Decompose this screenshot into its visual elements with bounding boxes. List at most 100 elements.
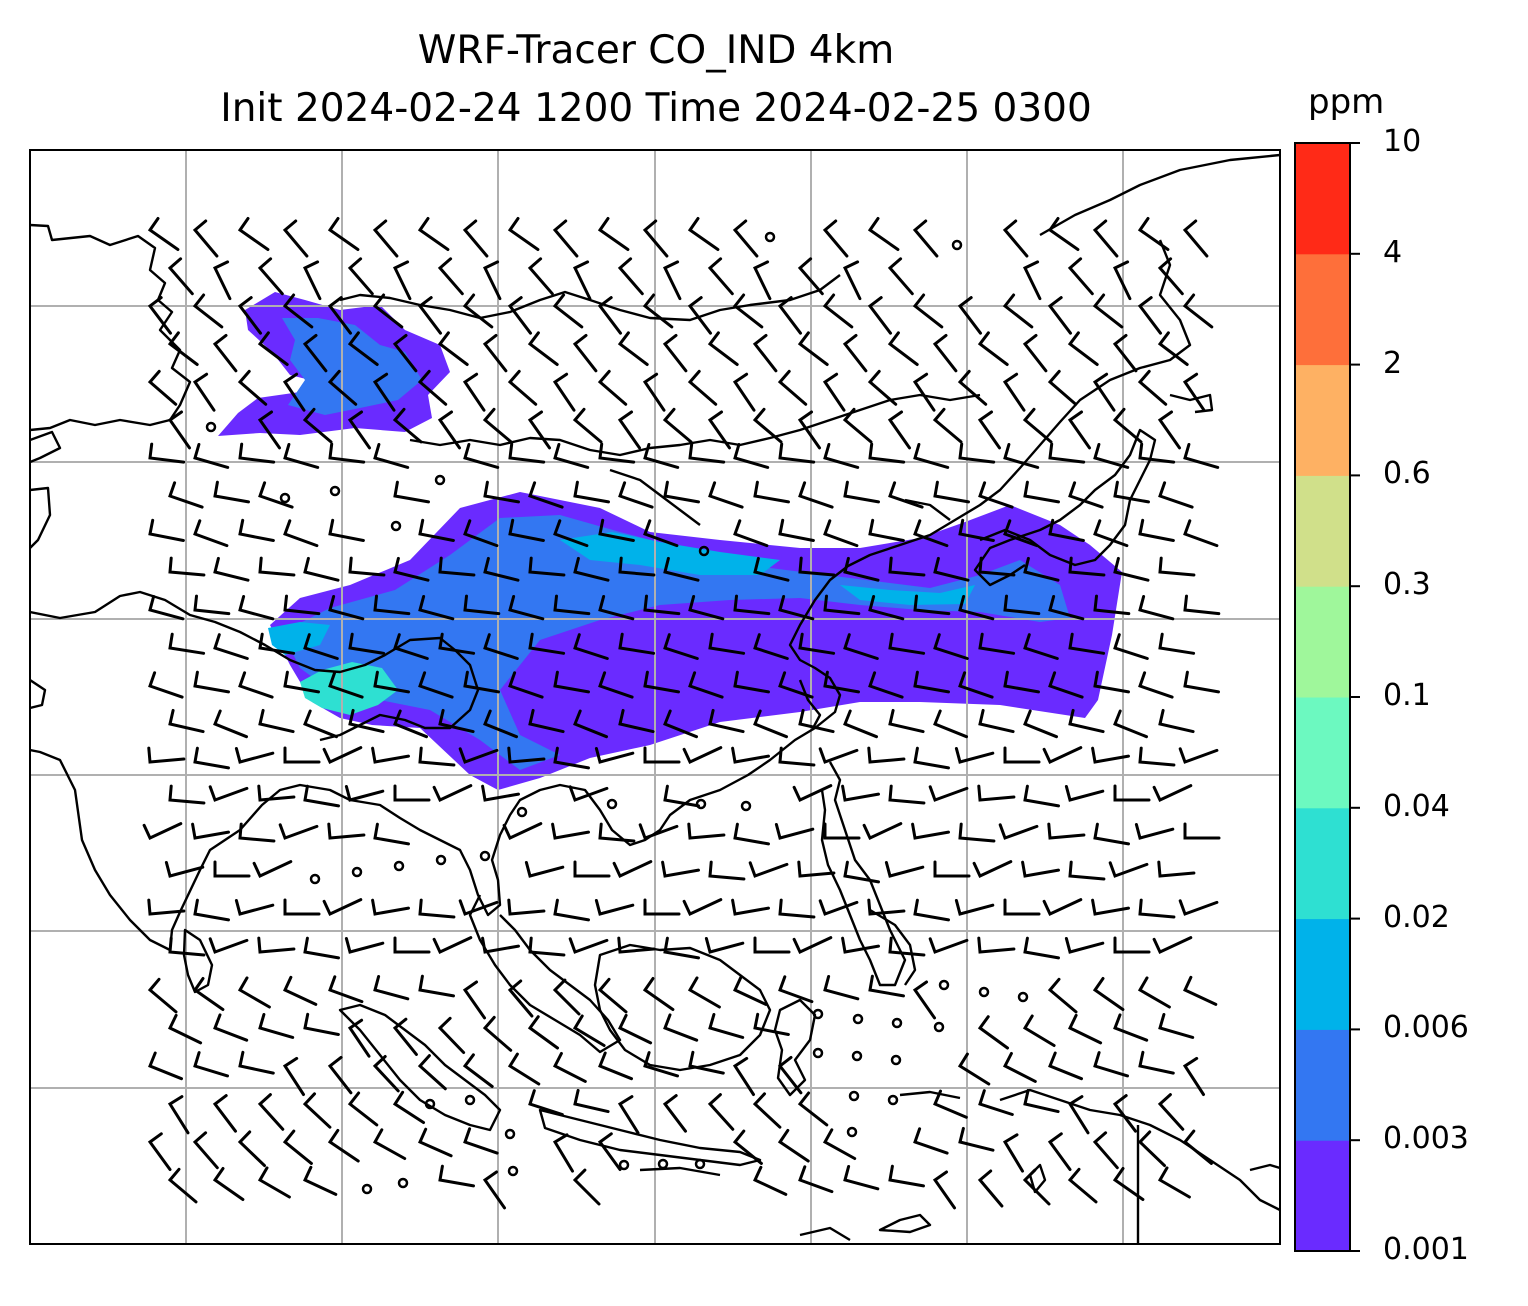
wind-barb: [1064, 785, 1105, 802]
wind-barb: [932, 1170, 956, 1210]
wind-barb: [213, 633, 249, 660]
wind-barb: [528, 708, 565, 734]
wind-barb: [1068, 632, 1106, 655]
calm-marker: [812, 1047, 824, 1059]
wind-barb: [798, 556, 836, 577]
wind-barb: [598, 1051, 633, 1081]
wind-barb: [911, 822, 950, 840]
wind-barb: [1134, 823, 1175, 840]
calm-marker: [938, 979, 950, 991]
colorbar-segment: [1295, 1140, 1350, 1252]
wind-barb: [458, 899, 499, 916]
wind-barb: [283, 594, 321, 616]
wind-barb: [1182, 1056, 1205, 1096]
colorbar-segment: [1295, 586, 1350, 698]
wind-barb: [798, 481, 834, 509]
wind-barb: [1112, 1167, 1145, 1201]
wind-barb: [303, 556, 340, 582]
wind-barb: [148, 1051, 183, 1081]
colorbar-tick-label: 0.02: [1383, 899, 1450, 935]
colorbar-unit-label: ppm: [1308, 82, 1385, 122]
wind-barb: [462, 219, 489, 258]
wind-barb: [483, 480, 520, 504]
wind-barb: [663, 936, 700, 960]
wind-barb: [1113, 633, 1149, 660]
wind-barb: [303, 936, 340, 960]
wind-barb: [1047, 977, 1078, 1014]
wind-barb: [147, 369, 178, 406]
wind-barb: [502, 822, 543, 840]
wind-barb: [1068, 860, 1106, 881]
wind-barb: [778, 518, 815, 542]
calm-marker: [951, 239, 963, 251]
wind-barb: [1183, 519, 1219, 548]
wind-barb: [597, 977, 628, 1014]
wind-barb: [482, 1015, 513, 1052]
wind-barb: [643, 594, 681, 616]
wind-barb: [192, 219, 219, 258]
wind-barb: [643, 443, 680, 469]
wind-barb: [328, 442, 366, 464]
wind-barb: [372, 293, 404, 329]
wind-barb: [957, 1052, 991, 1086]
calm-marker: [205, 421, 217, 433]
wind-barb: [704, 937, 745, 954]
wind-barb: [213, 480, 250, 504]
wind-barb: [483, 709, 518, 739]
wind-barb: [643, 1051, 679, 1078]
wind-barb: [418, 974, 455, 998]
wind-barb: [932, 407, 963, 444]
calm-marker: [851, 1050, 863, 1062]
wind-barb: [662, 260, 682, 301]
wind-barb: [212, 1094, 237, 1133]
wind-barb: [1023, 556, 1060, 582]
wind-barb: [1138, 518, 1175, 542]
wind-barb: [1042, 746, 1083, 764]
wind-barb: [373, 822, 410, 846]
wind-barb: [888, 708, 925, 734]
wind-barb: [327, 296, 352, 335]
wind-barb: [867, 217, 900, 251]
wind-barb: [843, 1165, 880, 1191]
wind-barb: [1042, 898, 1083, 916]
wind-barb: [594, 899, 635, 916]
wind-barb: [617, 331, 649, 366]
wind-barb: [238, 671, 274, 699]
wind-barb: [283, 670, 320, 694]
wind-barb: [328, 671, 364, 699]
wind-barb: [618, 556, 656, 577]
calm-marker: [434, 474, 446, 486]
wind-barb: [1183, 670, 1220, 694]
wind-barb: [148, 518, 185, 542]
wind-barb: [597, 369, 628, 406]
wind-barb: [884, 861, 925, 878]
wind-barb: [733, 443, 770, 469]
calm-marker: [618, 1159, 630, 1171]
wind-barb: [527, 410, 551, 450]
wind-barb: [687, 217, 720, 251]
wind-barb: [524, 861, 565, 878]
wind-barb: [1047, 217, 1080, 251]
wind-barb: [1113, 936, 1151, 954]
wind-barb: [1113, 784, 1151, 802]
wind-barb: [462, 372, 486, 412]
wind-barb: [148, 442, 186, 464]
wind-barb: [393, 709, 428, 739]
calm-marker: [397, 1177, 409, 1189]
wind-barb: [752, 407, 783, 444]
wind-barb: [568, 785, 609, 802]
wind-barb: [553, 443, 590, 469]
wind-barb: [1022, 333, 1048, 373]
wind-barb: [258, 1013, 295, 1039]
wind-barb: [1067, 257, 1094, 296]
wind-barb: [322, 898, 363, 916]
wind-barb: [732, 1129, 763, 1165]
wind-barb: [792, 936, 833, 954]
wind-barb: [1093, 670, 1130, 694]
wind-barb: [257, 1093, 285, 1131]
wind-barb: [957, 296, 982, 335]
wind-barb: [417, 217, 450, 251]
wind-barb: [843, 633, 879, 660]
wind-barb: [572, 1014, 606, 1047]
colorbar-segment: [1295, 143, 1350, 255]
